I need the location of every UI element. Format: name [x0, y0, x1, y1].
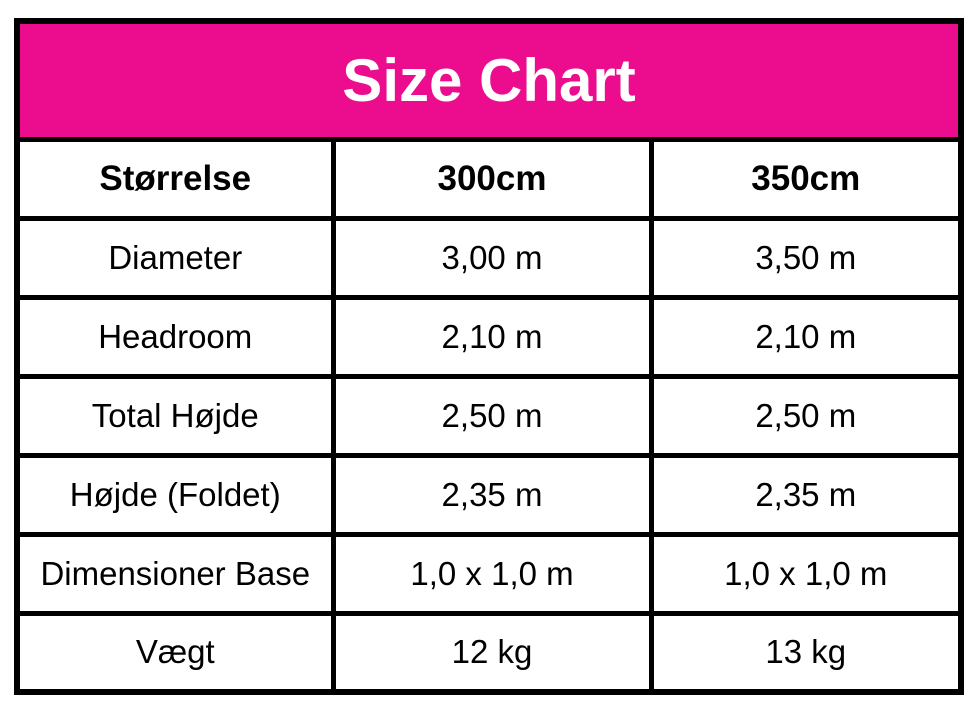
table-row-hojde-foldet: Højde (Foldet) 2,35 m 2,35 m — [14, 452, 964, 537]
value-cell: 1,0 x 1,0 m — [648, 531, 964, 616]
value-cell: 2,35 m — [330, 452, 654, 537]
value-cell: 2,10 m — [330, 294, 654, 379]
row-label: Dimensioner Base — [14, 531, 336, 616]
row-label: Højde (Foldet) — [14, 452, 336, 537]
value-cell: 2,50 m — [648, 373, 964, 458]
value-cell: 3,00 m — [330, 215, 654, 300]
size-chart-table: Size Chart Størrelse 300cm 350cm Diamete… — [14, 18, 965, 695]
table-row-dimensioner-base: Dimensioner Base 1,0 x 1,0 m 1,0 x 1,0 m — [14, 531, 964, 616]
value-cell: 2,35 m — [648, 452, 964, 537]
value-cell: 12 kg — [330, 610, 654, 695]
value-cell: 3,50 m — [648, 215, 964, 300]
column-header-350cm: 350cm — [648, 136, 964, 221]
table-title: Size Chart — [14, 18, 964, 142]
row-label: Vægt — [14, 610, 336, 695]
header-row: Størrelse 300cm 350cm — [14, 136, 964, 221]
value-cell: 2,10 m — [648, 294, 964, 379]
row-label: Headroom — [14, 294, 336, 379]
value-cell: 2,50 m — [330, 373, 654, 458]
title-row: Size Chart — [14, 18, 964, 142]
column-header-storrelse: Størrelse — [14, 136, 336, 221]
row-label: Diameter — [14, 215, 336, 300]
table-row-total-hojde: Total Højde 2,50 m 2,50 m — [14, 373, 964, 458]
value-cell: 1,0 x 1,0 m — [330, 531, 654, 616]
table-row-headroom: Headroom 2,10 m 2,10 m — [14, 294, 964, 379]
table-row-diameter: Diameter 3,00 m 3,50 m — [14, 215, 964, 300]
column-header-300cm: 300cm — [330, 136, 654, 221]
value-cell: 13 kg — [648, 610, 964, 695]
table-row-vaegt: Vægt 12 kg 13 kg — [14, 610, 964, 695]
row-label: Total Højde — [14, 373, 336, 458]
